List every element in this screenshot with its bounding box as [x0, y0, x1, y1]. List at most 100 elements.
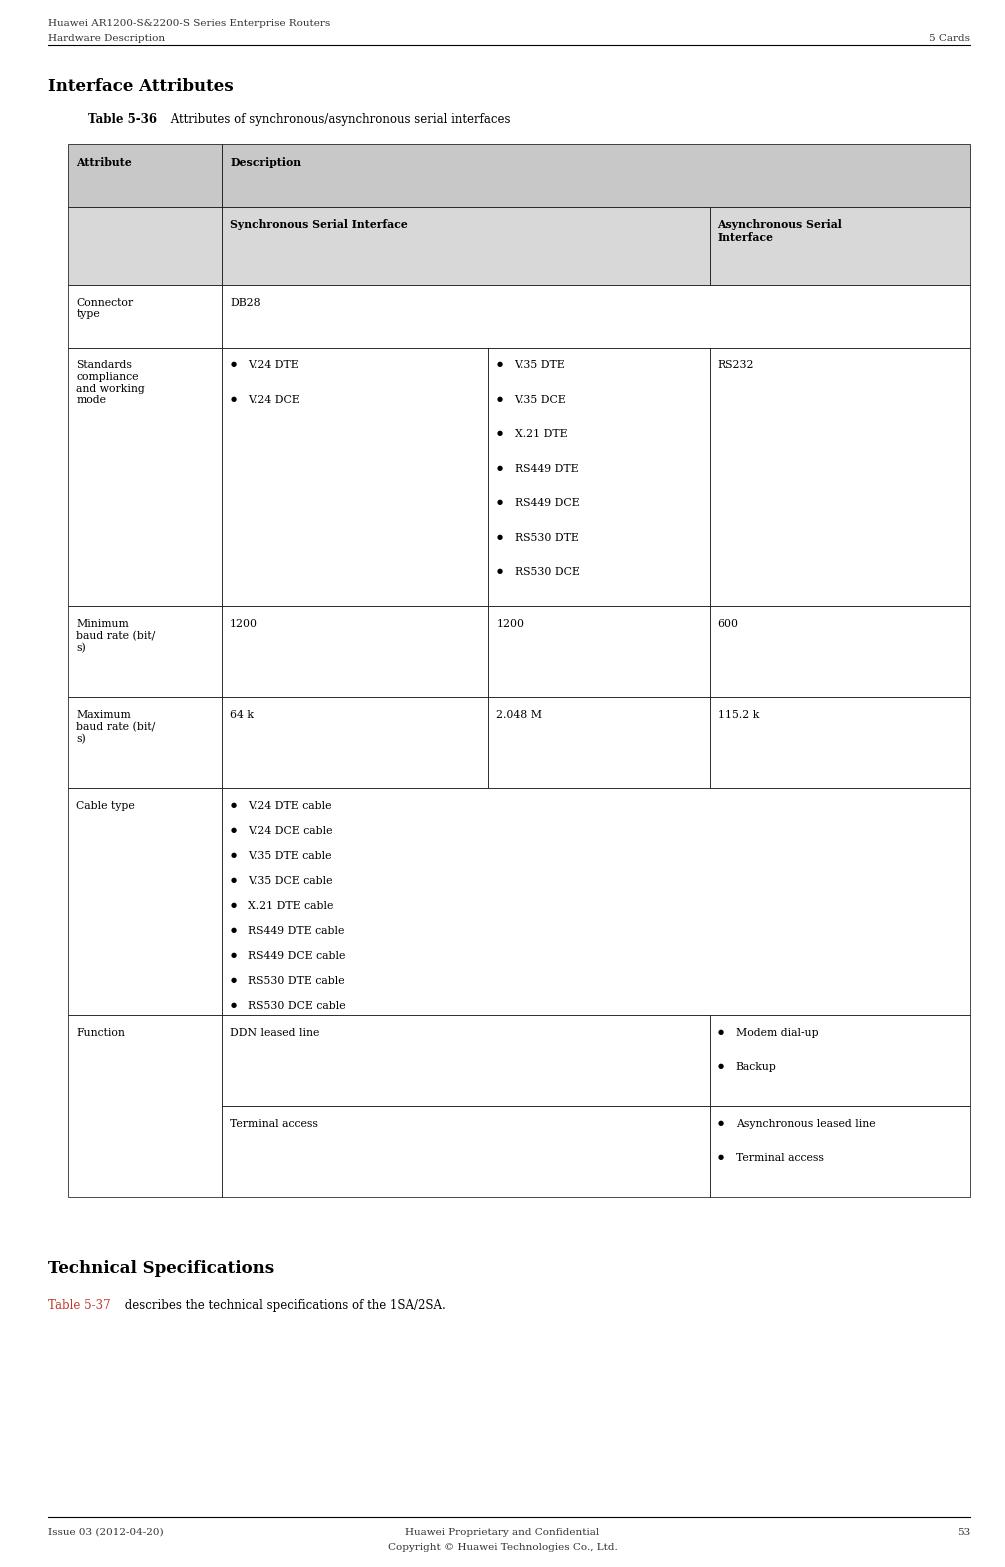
- Text: Copyright © Huawei Technologies Co., Ltd.: Copyright © Huawei Technologies Co., Ltd…: [388, 1543, 617, 1553]
- Text: V.24 DTE: V.24 DTE: [248, 360, 298, 370]
- Text: V.35 DCE: V.35 DCE: [515, 395, 566, 404]
- Bar: [222, 1015, 710, 1106]
- Text: RS530 DTE cable: RS530 DTE cable: [248, 976, 345, 986]
- Text: Attributes of synchronous/asynchronous serial interfaces: Attributes of synchronous/asynchronous s…: [167, 113, 511, 125]
- Text: ●: ●: [496, 360, 502, 368]
- Text: V.24 DCE cable: V.24 DCE cable: [248, 826, 333, 835]
- Text: X.21 DTE cable: X.21 DTE cable: [248, 901, 334, 910]
- Text: Attribute: Attribute: [76, 157, 132, 168]
- Text: RS449 DCE: RS449 DCE: [515, 498, 579, 508]
- Text: Backup: Backup: [736, 1062, 777, 1072]
- Bar: [710, 1106, 970, 1197]
- Text: ●: ●: [230, 826, 236, 834]
- Text: ●: ●: [230, 395, 236, 403]
- Text: 1200: 1200: [496, 619, 525, 628]
- Bar: [222, 207, 710, 285]
- Text: RS449 DCE cable: RS449 DCE cable: [248, 951, 346, 961]
- Text: ●: ●: [230, 901, 236, 909]
- Text: ●: ●: [230, 876, 236, 884]
- Text: ●: ●: [230, 976, 236, 984]
- Text: V.35 DCE cable: V.35 DCE cable: [248, 876, 333, 885]
- Text: ●: ●: [230, 801, 236, 809]
- Bar: [68, 207, 222, 285]
- Text: V.24 DCE: V.24 DCE: [248, 395, 299, 404]
- Text: Standards
compliance
and working
mode: Standards compliance and working mode: [76, 360, 145, 406]
- Text: Connector
type: Connector type: [76, 298, 134, 320]
- Text: V.24 DTE cable: V.24 DTE cable: [248, 801, 332, 810]
- Text: Technical Specifications: Technical Specifications: [48, 1260, 274, 1277]
- Bar: [68, 285, 222, 348]
- Text: RS449 DTE cable: RS449 DTE cable: [248, 926, 345, 935]
- Text: ●: ●: [496, 567, 502, 575]
- Text: DDN leased line: DDN leased line: [230, 1028, 320, 1037]
- Text: X.21 DTE: X.21 DTE: [515, 429, 567, 439]
- Text: RS530 DTE: RS530 DTE: [515, 533, 579, 542]
- Text: describes the technical specifications of the 1SA/2SA.: describes the technical specifications o…: [121, 1299, 445, 1312]
- Text: Issue 03 (2012-04-20): Issue 03 (2012-04-20): [48, 1528, 164, 1537]
- Text: Asynchronous leased line: Asynchronous leased line: [736, 1119, 875, 1128]
- Bar: [68, 348, 222, 606]
- Text: Interface Attributes: Interface Attributes: [48, 78, 234, 96]
- Text: Table 5-37: Table 5-37: [48, 1299, 111, 1312]
- Bar: [222, 144, 970, 207]
- Text: ●: ●: [230, 360, 236, 368]
- Bar: [710, 1015, 970, 1106]
- Text: RS232: RS232: [718, 360, 754, 370]
- Text: Table 5-36: Table 5-36: [88, 113, 158, 125]
- Bar: [710, 207, 970, 285]
- Text: ●: ●: [718, 1062, 724, 1070]
- Text: ●: ●: [230, 1001, 236, 1009]
- Text: ●: ●: [496, 464, 502, 472]
- Text: Function: Function: [76, 1028, 126, 1037]
- Text: 2.048 M: 2.048 M: [496, 710, 543, 719]
- Text: DB28: DB28: [230, 298, 260, 307]
- Text: RS530 DCE: RS530 DCE: [515, 567, 580, 577]
- Text: 5 Cards: 5 Cards: [929, 34, 970, 44]
- Text: ●: ●: [496, 498, 502, 506]
- Bar: [222, 697, 488, 788]
- Text: V.35 DTE cable: V.35 DTE cable: [248, 851, 332, 860]
- Text: 1200: 1200: [230, 619, 258, 628]
- Text: RS449 DTE: RS449 DTE: [515, 464, 578, 473]
- Bar: [710, 606, 970, 697]
- Text: ●: ●: [718, 1153, 724, 1161]
- Text: Huawei AR1200-S&2200-S Series Enterprise Routers: Huawei AR1200-S&2200-S Series Enterprise…: [48, 19, 331, 28]
- Bar: [710, 697, 970, 788]
- Bar: [222, 606, 488, 697]
- Bar: [68, 788, 222, 1015]
- Text: Huawei Proprietary and Confidential: Huawei Proprietary and Confidential: [405, 1528, 600, 1537]
- Text: Terminal access: Terminal access: [230, 1119, 318, 1128]
- Text: Maximum
baud rate (bit/
s): Maximum baud rate (bit/ s): [76, 710, 156, 744]
- Text: ●: ●: [496, 533, 502, 541]
- Text: V.35 DTE: V.35 DTE: [515, 360, 565, 370]
- Bar: [222, 285, 970, 348]
- Bar: [488, 697, 710, 788]
- Text: 53: 53: [957, 1528, 970, 1537]
- Bar: [488, 348, 710, 606]
- Text: ●: ●: [718, 1028, 724, 1036]
- Text: Cable type: Cable type: [76, 801, 135, 810]
- Bar: [222, 788, 970, 1015]
- Bar: [710, 348, 970, 606]
- Text: Asynchronous Serial
Interface: Asynchronous Serial Interface: [718, 219, 842, 243]
- Text: Hardware Description: Hardware Description: [48, 34, 166, 44]
- Text: Description: Description: [230, 157, 302, 168]
- Bar: [68, 606, 222, 697]
- Bar: [488, 606, 710, 697]
- Bar: [68, 697, 222, 788]
- Bar: [68, 144, 222, 207]
- Text: ●: ●: [230, 926, 236, 934]
- Bar: [222, 348, 488, 606]
- Text: 64 k: 64 k: [230, 710, 254, 719]
- Text: ●: ●: [718, 1119, 724, 1127]
- Text: RS530 DCE cable: RS530 DCE cable: [248, 1001, 346, 1011]
- Bar: [222, 1106, 710, 1197]
- Text: ●: ●: [230, 851, 236, 859]
- Text: Terminal access: Terminal access: [736, 1153, 823, 1163]
- Text: Modem dial-up: Modem dial-up: [736, 1028, 818, 1037]
- Text: Synchronous Serial Interface: Synchronous Serial Interface: [230, 219, 408, 230]
- Text: ●: ●: [230, 951, 236, 959]
- Text: 115.2 k: 115.2 k: [718, 710, 759, 719]
- Text: ●: ●: [496, 395, 502, 403]
- Text: Minimum
baud rate (bit/
s): Minimum baud rate (bit/ s): [76, 619, 156, 653]
